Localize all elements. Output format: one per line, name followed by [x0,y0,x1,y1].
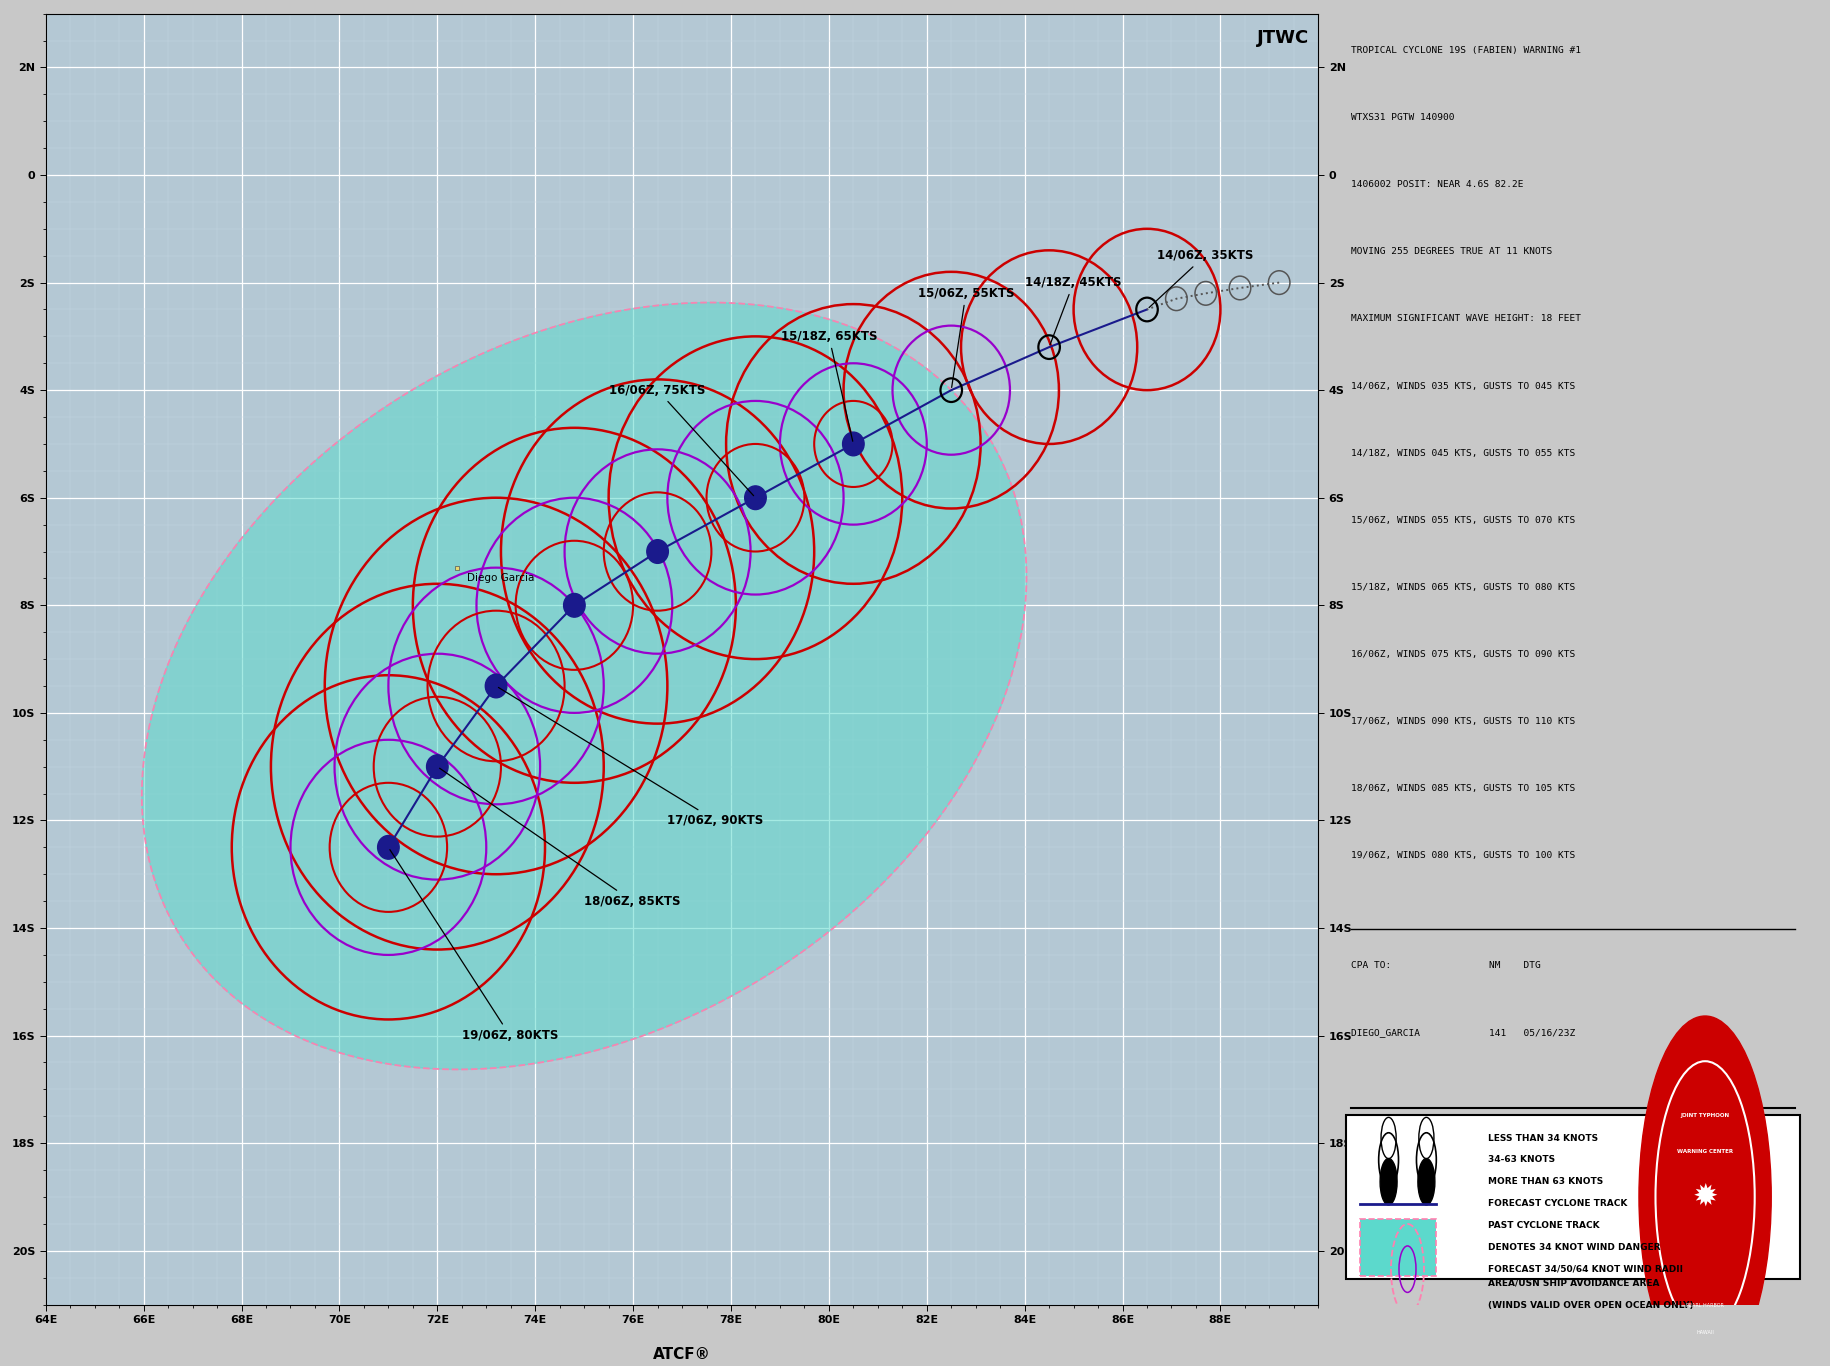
Text: WTXS31 PGTW 140900: WTXS31 PGTW 140900 [1351,113,1453,122]
Circle shape [377,836,399,859]
Text: 19/06Z, 80KTS: 19/06Z, 80KTS [390,850,558,1042]
Text: ATCF®: ATCF® [653,1347,710,1362]
Text: CPA TO:                 NM    DTG: CPA TO: NM DTG [1351,962,1539,970]
Text: 18/06Z, WINDS 085 KTS, GUSTS TO 105 KTS: 18/06Z, WINDS 085 KTS, GUSTS TO 105 KTS [1351,784,1574,794]
Circle shape [426,755,448,779]
Text: DIEGO_GARCIA            141   05/16/23Z: DIEGO_GARCIA 141 05/16/23Z [1351,1029,1574,1037]
Text: DENOTES 34 KNOT WIND DANGER: DENOTES 34 KNOT WIND DANGER [1488,1243,1660,1251]
Text: 19/06Z, WINDS 080 KTS, GUSTS TO 100 KTS: 19/06Z, WINDS 080 KTS, GUSTS TO 100 KTS [1351,851,1574,861]
Text: 16/06Z, 75KTS: 16/06Z, 75KTS [609,384,754,496]
Polygon shape [141,302,1027,1070]
Text: 18/06Z, 85KTS: 18/06Z, 85KTS [439,768,681,907]
Text: 15/06Z, WINDS 055 KTS, GUSTS TO 070 KTS: 15/06Z, WINDS 055 KTS, GUSTS TO 070 KTS [1351,516,1574,525]
Circle shape [1638,1016,1770,1366]
Circle shape [842,432,864,456]
Text: FORECAST CYCLONE TRACK: FORECAST CYCLONE TRACK [1488,1199,1627,1208]
FancyBboxPatch shape [1345,1115,1799,1279]
Text: 34-63 KNOTS: 34-63 KNOTS [1488,1156,1554,1164]
Text: FORECAST 34/50/64 KNOT WIND RADII: FORECAST 34/50/64 KNOT WIND RADII [1488,1265,1682,1273]
Text: JOINT TYPHOON: JOINT TYPHOON [1680,1113,1729,1117]
Text: PAST CYCLONE TRACK: PAST CYCLONE TRACK [1488,1221,1599,1229]
Text: 14/06Z, 35KTS: 14/06Z, 35KTS [1149,249,1252,307]
Text: (WINDS VALID OVER OPEN OCEAN ONLY): (WINDS VALID OVER OPEN OCEAN ONLY) [1488,1300,1693,1310]
FancyBboxPatch shape [1360,1218,1435,1276]
Circle shape [564,593,586,617]
Text: 14/06Z, WINDS 035 KTS, GUSTS TO 045 KTS: 14/06Z, WINDS 035 KTS, GUSTS TO 045 KTS [1351,381,1574,391]
Text: 17/06Z, WINDS 090 KTS, GUSTS TO 110 KTS: 17/06Z, WINDS 090 KTS, GUSTS TO 110 KTS [1351,717,1574,727]
Text: WARNING CENTER: WARNING CENTER [1676,1149,1733,1154]
Text: 1406002 POSIT: NEAR 4.6S 82.2E: 1406002 POSIT: NEAR 4.6S 82.2E [1351,180,1523,189]
Circle shape [485,675,507,698]
Text: ✹: ✹ [1691,1182,1717,1212]
Text: HAWAII: HAWAII [1695,1329,1713,1335]
Text: LESS THAN 34 KNOTS: LESS THAN 34 KNOTS [1488,1134,1598,1142]
Text: MORE THAN 63 KNOTS: MORE THAN 63 KNOTS [1488,1177,1603,1186]
Circle shape [1380,1158,1396,1205]
Text: 15/18Z, 65KTS: 15/18Z, 65KTS [780,329,877,441]
Text: PEARL HARBOR: PEARL HARBOR [1685,1303,1724,1307]
Text: MOVING 255 DEGREES TRUE AT 11 KNOTS: MOVING 255 DEGREES TRUE AT 11 KNOTS [1351,247,1552,257]
Text: MAXIMUM SIGNIFICANT WAVE HEIGHT: 18 FEET: MAXIMUM SIGNIFICANT WAVE HEIGHT: 18 FEET [1351,314,1579,324]
Text: TROPICAL CYCLONE 19S (FABIEN) WARNING #1: TROPICAL CYCLONE 19S (FABIEN) WARNING #1 [1351,46,1579,55]
Text: 17/06Z, 90KTS: 17/06Z, 90KTS [498,687,763,826]
Text: 16/06Z, WINDS 075 KTS, GUSTS TO 090 KTS: 16/06Z, WINDS 075 KTS, GUSTS TO 090 KTS [1351,650,1574,658]
Text: AREA/USN SHIP AVOIDANCE AREA: AREA/USN SHIP AVOIDANCE AREA [1488,1279,1658,1288]
Text: Diego Garcia: Diego Garcia [467,574,534,583]
Circle shape [1416,1158,1435,1205]
Text: 15/06Z, 55KTS: 15/06Z, 55KTS [917,287,1014,388]
Text: 14/18Z, 45KTS: 14/18Z, 45KTS [1025,276,1122,344]
Circle shape [745,486,765,510]
Text: 15/18Z, WINDS 065 KTS, GUSTS TO 080 KTS: 15/18Z, WINDS 065 KTS, GUSTS TO 080 KTS [1351,583,1574,591]
Text: 14/18Z, WINDS 045 KTS, GUSTS TO 055 KTS: 14/18Z, WINDS 045 KTS, GUSTS TO 055 KTS [1351,448,1574,458]
Circle shape [646,540,668,563]
Text: JTWC: JTWC [1257,29,1308,48]
